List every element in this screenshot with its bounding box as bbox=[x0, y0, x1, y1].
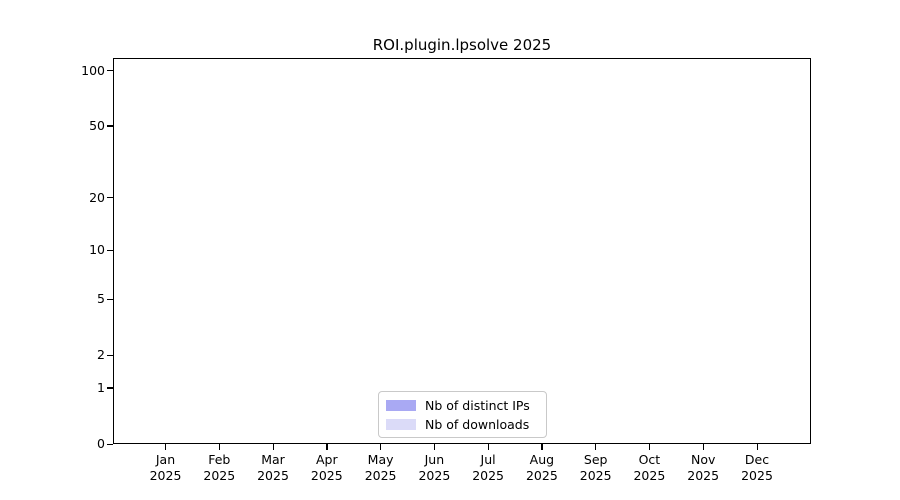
x-tick-year: 2025 bbox=[579, 468, 612, 483]
x-tick bbox=[433, 444, 436, 450]
x-tick-month: Sep bbox=[583, 452, 608, 467]
y-tick-label: 10 bbox=[89, 242, 105, 257]
x-tick-label: Mar 2025 bbox=[243, 452, 303, 484]
y-tick bbox=[107, 298, 113, 300]
y-tick-label: 5 bbox=[97, 291, 105, 306]
legend-label-distinct-ips: Nb of distinct IPs bbox=[425, 398, 530, 413]
x-tick bbox=[702, 444, 704, 450]
y-tick bbox=[107, 387, 113, 389]
x-tick-month: Mar bbox=[261, 452, 285, 467]
x-tick bbox=[380, 444, 382, 450]
x-tick-month: Feb bbox=[208, 452, 231, 467]
x-tick bbox=[756, 444, 758, 450]
legend-swatch-downloads bbox=[386, 419, 416, 430]
x-tick-label: Nov 2025 bbox=[673, 452, 733, 484]
x-tick-year: 2025 bbox=[633, 468, 666, 483]
x-tick bbox=[165, 444, 167, 450]
x-tick-year: 2025 bbox=[257, 468, 289, 483]
x-tick bbox=[326, 444, 328, 450]
y-tick-label: 50 bbox=[89, 117, 105, 133]
x-tick-year: 2025 bbox=[203, 468, 236, 483]
x-tick-label: Sep 2025 bbox=[566, 452, 626, 484]
y-tick bbox=[107, 354, 113, 356]
x-tick-label: Jun 2025 bbox=[404, 452, 464, 484]
x-tick-year: 2025 bbox=[310, 468, 343, 483]
y-tick-label: 1 bbox=[97, 379, 105, 395]
y-tick bbox=[107, 70, 113, 72]
x-tick-year: 2025 bbox=[741, 468, 773, 483]
x-tick-year: 2025 bbox=[364, 468, 397, 483]
x-tick-year: 2025 bbox=[472, 468, 504, 483]
x-tick-label: Jul 2025 bbox=[458, 452, 518, 484]
legend-swatch-distinct-ips bbox=[386, 400, 416, 411]
x-tick-month: Oct bbox=[638, 452, 661, 467]
x-tick-label: Oct 2025 bbox=[619, 452, 679, 484]
x-tick bbox=[218, 444, 221, 450]
x-tick bbox=[595, 444, 597, 450]
x-tick-year: 2025 bbox=[687, 468, 720, 483]
x-tick-label: Dec 2025 bbox=[727, 452, 787, 484]
y-tick-label: 2 bbox=[97, 347, 105, 363]
x-tick-label: Aug 2025 bbox=[512, 452, 572, 484]
y-tick bbox=[107, 125, 113, 127]
y-tick bbox=[107, 249, 113, 251]
x-tick-year: 2025 bbox=[525, 468, 558, 483]
y-tick-label: 100 bbox=[81, 62, 105, 78]
legend-item-downloads: Nb of downloads bbox=[386, 416, 537, 433]
x-tick-label: Feb 2025 bbox=[189, 452, 249, 484]
x-tick-month: May bbox=[367, 452, 394, 467]
x-tick-year: 2025 bbox=[149, 468, 182, 483]
x-tick-month: Jan bbox=[155, 452, 176, 467]
x-tick bbox=[487, 444, 489, 450]
x-tick-month: Jun bbox=[424, 452, 445, 467]
x-tick-label: Apr 2025 bbox=[297, 452, 357, 484]
legend: Nb of distinct IPs Nb of downloads bbox=[378, 391, 547, 438]
x-tick-month: Aug bbox=[529, 452, 555, 467]
y-tick bbox=[107, 443, 113, 445]
x-tick-month: Dec bbox=[744, 452, 770, 467]
plot-area bbox=[113, 58, 811, 444]
legend-label-downloads: Nb of downloads bbox=[425, 417, 530, 432]
y-tick-label: 0 bbox=[97, 436, 105, 451]
x-tick-label: May 2025 bbox=[351, 452, 411, 484]
x-tick bbox=[541, 444, 543, 450]
y-tick-label: 20 bbox=[89, 189, 105, 205]
x-tick-year: 2025 bbox=[418, 468, 451, 483]
x-tick bbox=[648, 444, 651, 450]
y-tick bbox=[107, 197, 113, 199]
chart-title: ROI.plugin.lpsolve 2025 bbox=[372, 36, 552, 54]
x-tick bbox=[272, 444, 274, 450]
x-tick-month: Apr bbox=[315, 452, 338, 467]
x-tick-month: Nov bbox=[690, 452, 716, 467]
x-tick-label: Jan 2025 bbox=[136, 452, 196, 484]
x-tick-month: Jul bbox=[480, 452, 496, 467]
legend-item-distinct-ips: Nb of distinct IPs bbox=[386, 397, 537, 414]
